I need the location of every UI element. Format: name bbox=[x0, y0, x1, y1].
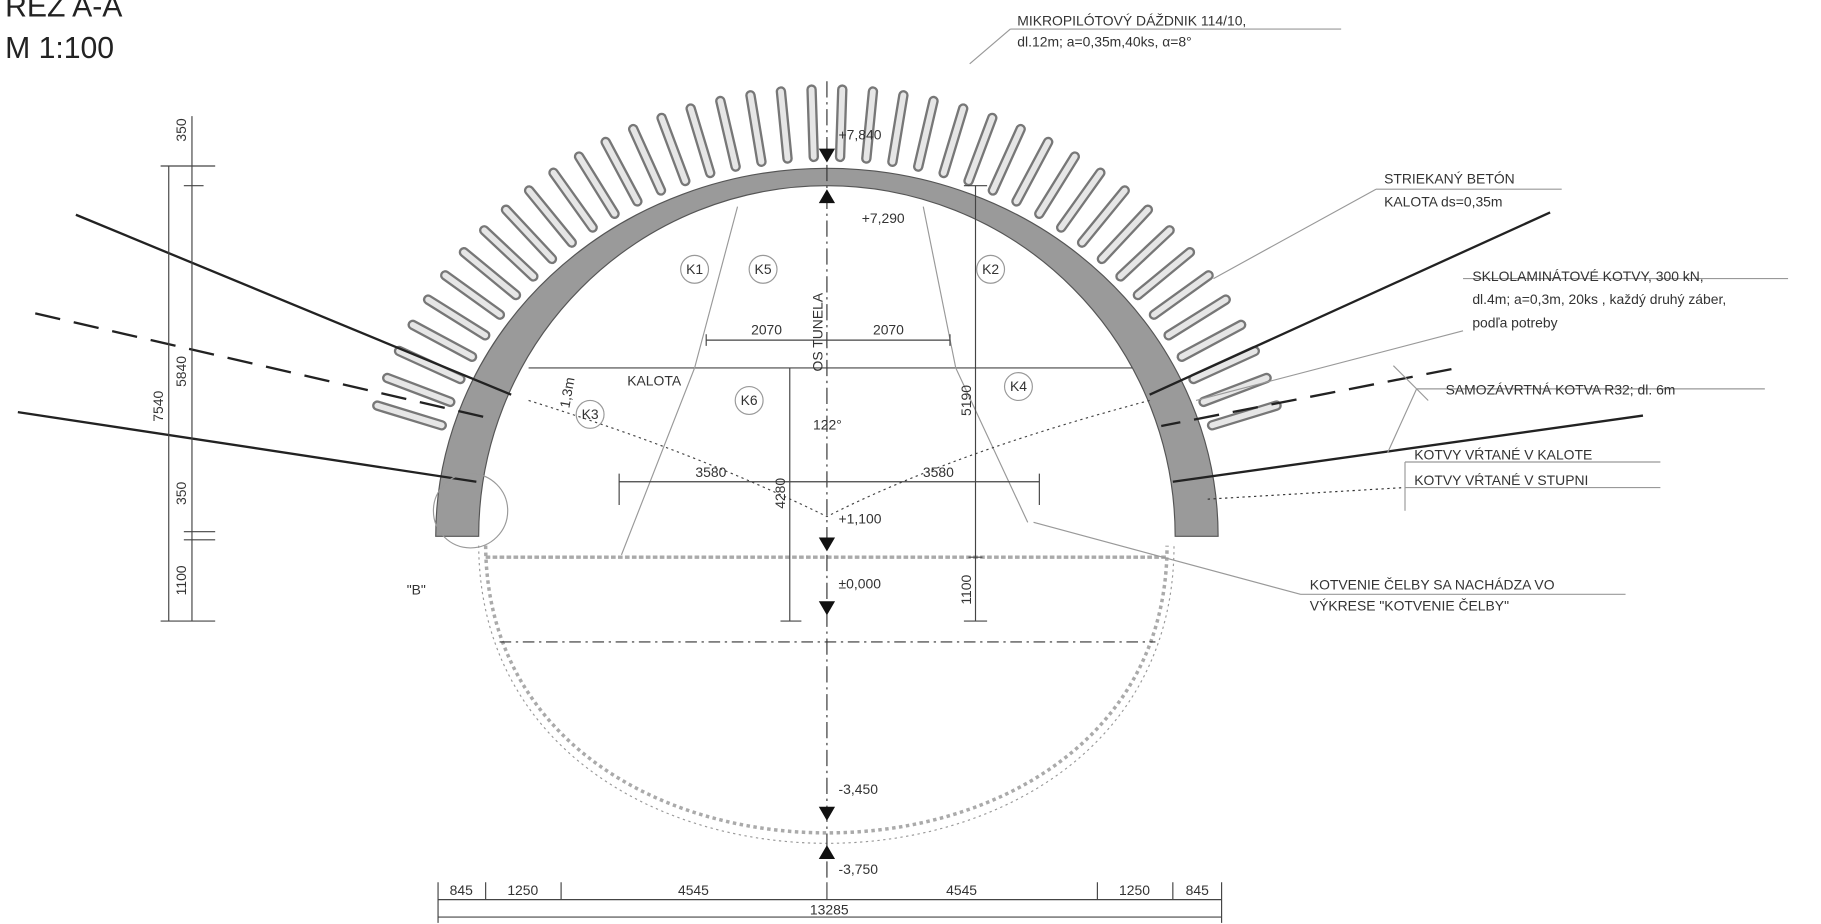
dimension: 2070 bbox=[751, 321, 782, 337]
note: dl.12m; a=0,35m,40ks, α=8° bbox=[1017, 33, 1191, 49]
dimension: 13285 bbox=[810, 902, 849, 918]
note: dl.4m; a=0,3m, 20ks , každý druhý záber, bbox=[1472, 291, 1726, 307]
micropile bbox=[944, 109, 964, 173]
dimension: 1250 bbox=[507, 882, 538, 898]
note: KOTVY VŔTANÉ V KALOTE bbox=[1414, 447, 1592, 463]
zone: K6 bbox=[741, 392, 758, 408]
micropile bbox=[969, 118, 993, 181]
label: 122° bbox=[813, 416, 842, 432]
elevation: -3,750 bbox=[839, 861, 879, 877]
note: MIKROPILÓTOVÝ DÁŽDNIK 114/10, bbox=[1017, 13, 1246, 29]
elevation: +1,100 bbox=[839, 511, 882, 527]
micropile bbox=[579, 157, 614, 214]
zone: K2 bbox=[982, 261, 999, 277]
step-anchor bbox=[1208, 488, 1405, 500]
anchor bbox=[18, 412, 477, 482]
dimension: 845 bbox=[1186, 882, 1209, 898]
label: "B" bbox=[407, 581, 426, 597]
micropile bbox=[377, 406, 441, 426]
note: SKLOLAMINÁTOVÉ KOTVY, 300 kN, bbox=[1472, 268, 1703, 284]
dimension: 2070 bbox=[873, 321, 904, 337]
micropile bbox=[993, 129, 1021, 190]
dimension: 3580 bbox=[923, 464, 954, 480]
marker bbox=[819, 537, 835, 551]
elevation: ±0,000 bbox=[839, 576, 882, 592]
micropile bbox=[1169, 300, 1226, 336]
leaders bbox=[970, 29, 1788, 594]
dimension: 350 bbox=[173, 118, 189, 141]
micropile bbox=[606, 142, 638, 201]
micropile bbox=[691, 109, 711, 173]
dim-line bbox=[619, 474, 1039, 505]
zone: K4 bbox=[1010, 378, 1027, 394]
dimension: 5840 bbox=[173, 356, 189, 387]
dimension: 1100 bbox=[958, 574, 974, 604]
micropile bbox=[633, 129, 661, 190]
note: KOTVY VŔTANÉ V STUPNI bbox=[1414, 472, 1588, 488]
label: KALOTA bbox=[627, 372, 682, 388]
note: KALOTA ds=0,35m bbox=[1384, 194, 1502, 210]
dimension: 5190 bbox=[958, 385, 974, 416]
zone: K3 bbox=[582, 406, 599, 422]
zone: K1 bbox=[686, 261, 703, 277]
dimension: 350 bbox=[173, 481, 189, 504]
micropile bbox=[662, 118, 686, 181]
dimension: 4545 bbox=[678, 882, 709, 898]
micropile bbox=[840, 90, 842, 157]
drawing: REZ A-A M 1:100 MIKROPILÓTOVÝ DÁŽDNIK 11… bbox=[0, 0, 1821, 924]
dimension: 4280 bbox=[772, 478, 788, 509]
dimension: 7540 bbox=[150, 391, 166, 422]
elevation: +7,840 bbox=[839, 126, 882, 142]
marker bbox=[819, 807, 835, 821]
leader bbox=[1388, 366, 1765, 453]
marker bbox=[819, 149, 835, 163]
note: VÝKRESE "KOTVENIE ČELBY" bbox=[1310, 598, 1509, 614]
marker bbox=[819, 601, 835, 615]
micropile bbox=[428, 300, 485, 336]
page: {"title":{"section":"REZ A-A","scale":"M… bbox=[0, 0, 1821, 924]
excavation-lines bbox=[621, 207, 1027, 555]
note: STRIEKANÝ BETÓN bbox=[1384, 170, 1515, 186]
dimension: 3580 bbox=[695, 464, 726, 480]
dimension: 845 bbox=[450, 882, 473, 898]
dimension-lines bbox=[161, 116, 1222, 923]
marker bbox=[819, 189, 835, 203]
micropile bbox=[1193, 351, 1254, 379]
micropile bbox=[1017, 142, 1049, 201]
micropile bbox=[387, 378, 450, 402]
dimension: 1100 bbox=[173, 565, 189, 595]
note: podľa potreby bbox=[1472, 314, 1557, 330]
elevation: -3,450 bbox=[839, 781, 879, 797]
dim-line bbox=[706, 334, 950, 346]
micropile bbox=[413, 325, 472, 357]
micropile bbox=[812, 90, 814, 157]
title: REZ A-A bbox=[5, 0, 123, 23]
micropile bbox=[1182, 325, 1241, 357]
note: KOTVENIE ČELBY SA NACHÁDZA VO bbox=[1310, 577, 1555, 593]
dimension: 4545 bbox=[946, 882, 977, 898]
zone: K5 bbox=[755, 261, 772, 277]
micropile bbox=[1039, 157, 1074, 214]
scale: M 1:100 bbox=[5, 32, 114, 65]
dimension: 1250 bbox=[1119, 882, 1150, 898]
elevation: +7,290 bbox=[862, 210, 905, 226]
note: SAMOZÁVRTNÁ KOTVA R32; dl. 6m bbox=[1446, 382, 1676, 398]
micropile bbox=[399, 351, 460, 379]
label: 1,3m bbox=[556, 376, 577, 409]
marker bbox=[819, 845, 835, 859]
label: OS TUNELA bbox=[809, 292, 825, 371]
